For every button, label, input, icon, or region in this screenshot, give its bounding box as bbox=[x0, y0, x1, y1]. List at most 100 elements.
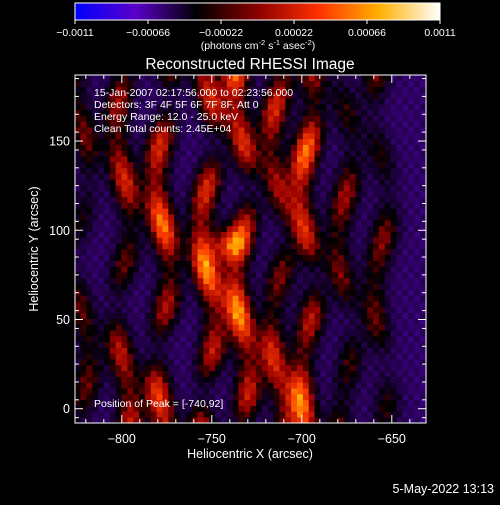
heatmap-cell bbox=[150, 312, 158, 319]
heatmap-cell bbox=[244, 300, 251, 308]
heatmap-cell bbox=[203, 318, 210, 325]
heatmap-cell bbox=[133, 347, 140, 354]
heatmap-cell bbox=[361, 167, 368, 174]
heatmap-cell bbox=[337, 283, 345, 290]
heatmap-cell bbox=[367, 80, 374, 87]
heatmap-cell bbox=[180, 242, 187, 250]
heatmap-cell bbox=[209, 411, 216, 418]
heatmap-cell bbox=[291, 213, 298, 221]
heatmap-cell bbox=[232, 382, 240, 389]
heatmap-cell bbox=[349, 399, 357, 406]
heatmap-cell bbox=[373, 376, 380, 383]
heatmap-cell bbox=[373, 173, 380, 180]
heatmap-cell bbox=[209, 155, 216, 163]
heatmap-cell bbox=[408, 260, 415, 267]
heatmap-cell bbox=[75, 155, 82, 163]
heatmap-cell bbox=[244, 161, 251, 169]
heatmap-cell bbox=[378, 167, 386, 174]
heatmap-cell bbox=[232, 347, 240, 354]
heatmap-cell bbox=[314, 150, 321, 157]
heatmap-cell bbox=[419, 144, 426, 151]
heatmap-cell bbox=[273, 132, 281, 140]
heatmap-cell bbox=[127, 312, 134, 319]
heatmap-cell bbox=[408, 266, 415, 273]
heatmap-cell bbox=[244, 411, 251, 418]
heatmap-cell bbox=[103, 370, 111, 377]
heatmap-cell bbox=[314, 132, 321, 140]
heatmap-cell bbox=[156, 150, 164, 157]
heatmap-cell bbox=[121, 387, 128, 395]
heatmap-cell bbox=[291, 312, 298, 319]
heatmap-cell bbox=[150, 196, 158, 203]
heatmap-cell bbox=[133, 295, 140, 302]
heatmap-cell bbox=[226, 132, 234, 140]
heatmap-cell bbox=[314, 196, 321, 203]
heatmap-cell bbox=[168, 109, 175, 116]
heatmap-cell bbox=[109, 254, 117, 261]
heatmap-cell bbox=[367, 92, 374, 99]
heatmap-cell bbox=[156, 266, 164, 273]
heatmap-cell bbox=[326, 202, 333, 209]
heatmap-cell bbox=[162, 184, 169, 192]
heatmap-cell bbox=[267, 219, 275, 227]
heatmap-cell bbox=[378, 213, 386, 221]
heatmap-cell bbox=[256, 376, 263, 383]
heatmap-cell bbox=[232, 167, 240, 174]
heatmap-cell bbox=[98, 155, 105, 163]
heatmap-cell bbox=[337, 150, 345, 157]
heatmap-cell bbox=[232, 353, 240, 360]
heatmap-cell bbox=[80, 289, 87, 296]
heatmap-cell bbox=[203, 341, 210, 348]
heatmap-cell bbox=[191, 248, 199, 256]
heatmap-cell bbox=[209, 266, 216, 273]
heatmap-cell bbox=[302, 347, 310, 354]
heatmap-cell bbox=[232, 92, 240, 99]
heatmap-cell bbox=[273, 393, 281, 401]
heatmap-cell bbox=[279, 75, 286, 82]
heatmap-cell bbox=[408, 179, 415, 186]
heatmap-cell bbox=[250, 254, 257, 261]
heatmap-cell bbox=[285, 353, 292, 360]
heatmap-cell bbox=[320, 179, 327, 186]
heatmap-cell bbox=[256, 138, 263, 145]
heatmap-cell bbox=[337, 202, 345, 209]
heatmap-cell bbox=[291, 167, 298, 174]
heatmap-cell bbox=[103, 225, 111, 232]
heatmap-cell bbox=[215, 312, 222, 319]
heatmap-cell bbox=[308, 254, 316, 261]
heatmap-cell bbox=[238, 300, 245, 308]
heatmap-cell bbox=[150, 300, 158, 308]
heatmap-cell bbox=[285, 405, 292, 412]
heatmap-cell bbox=[349, 358, 357, 366]
heatmap-cell bbox=[220, 138, 228, 145]
heatmap-cell bbox=[139, 341, 146, 348]
heatmap-cell bbox=[156, 179, 164, 186]
heatmap-cell bbox=[103, 237, 111, 244]
heatmap-cell bbox=[203, 335, 210, 343]
heatmap-cell bbox=[297, 144, 304, 151]
heatmap-cell bbox=[180, 144, 187, 151]
heatmap-cell bbox=[308, 295, 316, 302]
heatmap-cell bbox=[220, 411, 228, 418]
heatmap-cell bbox=[250, 411, 257, 418]
heatmap-cell bbox=[402, 126, 409, 134]
heatmap-cell bbox=[384, 324, 392, 331]
heatmap-cell bbox=[261, 173, 269, 180]
heatmap-cell bbox=[80, 254, 87, 261]
heatmap-cell bbox=[168, 254, 175, 261]
heatmap-cell bbox=[168, 208, 175, 215]
heatmap-cell bbox=[250, 329, 257, 337]
heatmap-cell bbox=[367, 416, 374, 423]
heatmap-cell bbox=[273, 196, 281, 203]
heatmap-cell bbox=[127, 184, 134, 192]
heatmap-cell bbox=[174, 393, 181, 401]
heatmap-cell bbox=[103, 103, 111, 111]
heatmap-cell bbox=[150, 376, 158, 383]
heatmap-cell bbox=[86, 173, 93, 180]
heatmap-cell bbox=[185, 254, 193, 261]
heatmap-cell bbox=[92, 161, 99, 169]
heatmap-cell bbox=[378, 138, 386, 145]
heatmap-cell bbox=[197, 242, 204, 250]
heatmap-cell bbox=[109, 161, 117, 169]
heatmap-cell bbox=[361, 121, 368, 128]
